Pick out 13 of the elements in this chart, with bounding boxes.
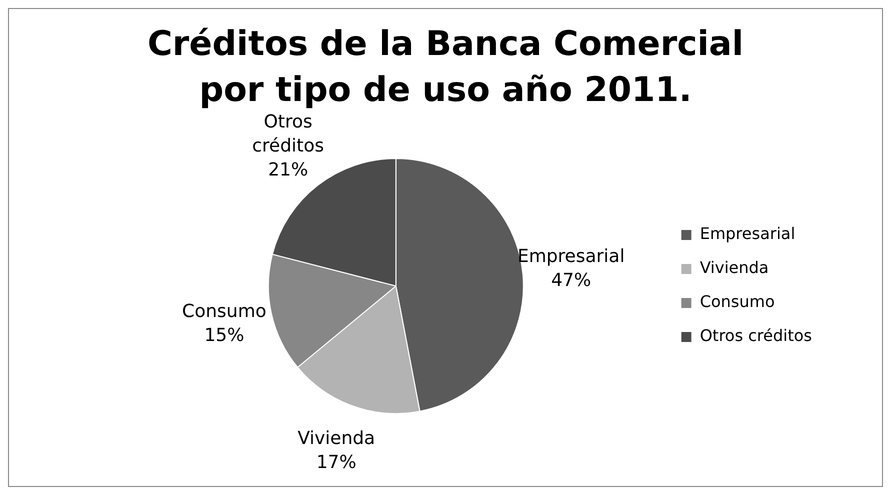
slice-label: Otros créditos xyxy=(252,112,324,157)
data-label: 21% xyxy=(268,160,308,181)
data-label: 15% xyxy=(204,325,244,346)
legend-label: Otros créditos xyxy=(700,326,812,346)
data-label: 17% xyxy=(316,452,356,474)
slice-label: Consumo xyxy=(182,301,266,322)
slice-label: Empresarial xyxy=(517,246,625,268)
slice-label: Vivienda xyxy=(298,428,376,450)
legend-label: Empresarial xyxy=(700,224,796,244)
chart-title: Créditos de la Banca Comercial por tipo de uso año 2011. xyxy=(146,23,745,112)
legend-label: Consumo xyxy=(700,292,775,312)
data-label: 47% xyxy=(551,270,592,292)
legend-label: Vivienda xyxy=(700,258,769,278)
